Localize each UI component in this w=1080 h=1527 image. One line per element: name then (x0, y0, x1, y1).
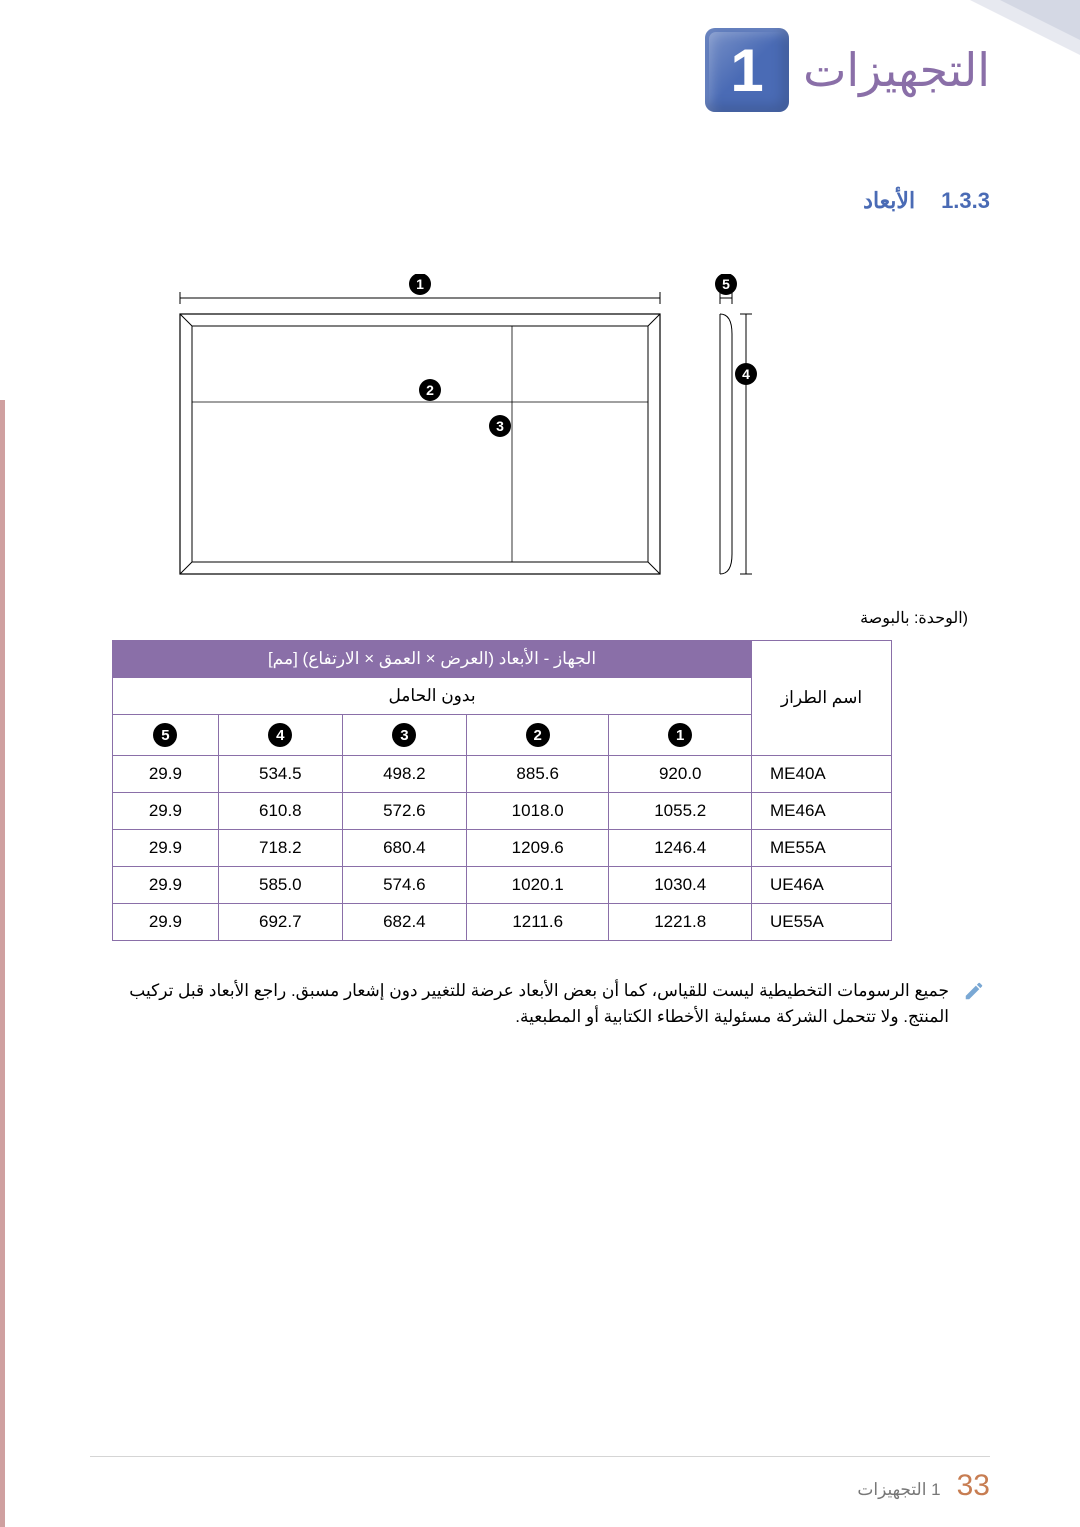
note-block: جميع الرسومات التخطيطية ليست للقياس، كما… (95, 978, 985, 1031)
svg-text:4: 4 (742, 366, 750, 382)
section-number: 1.3.3 (941, 188, 990, 214)
table-cell: 680.4 (342, 830, 466, 867)
table-cell: 1055.2 (609, 793, 752, 830)
table-cell: 610.8 (218, 793, 342, 830)
table-cell: 574.6 (342, 867, 466, 904)
table-cell: 572.6 (342, 793, 466, 830)
footer-page-number: 33 (957, 1469, 990, 1503)
corner-decoration-inner (1000, 0, 1080, 40)
dimensions-table: اسم الطراز الجهاز - الأبعاد (العرض × الع… (112, 640, 892, 941)
table-cell-model: ME40A (752, 756, 892, 793)
table-cell: 1018.0 (466, 793, 609, 830)
section-title: الأبعاد (863, 188, 915, 214)
table-row: ME46A1055.21018.0572.6610.829.9 (113, 793, 892, 830)
table-col-2: 2 (466, 715, 609, 756)
table-cell: 534.5 (218, 756, 342, 793)
svg-text:5: 5 (722, 276, 730, 292)
pencil-icon (963, 980, 985, 1002)
note-text: جميع الرسومات التخطيطية ليست للقياس، كما… (95, 978, 949, 1031)
chapter-title: التجهيزات (803, 43, 990, 97)
table-cell-model: ME55A (752, 830, 892, 867)
table-col-5: 5 (113, 715, 219, 756)
table-cell: 1221.8 (609, 904, 752, 941)
table-cell: 29.9 (113, 830, 219, 867)
footer-chapter-text: 1 التجهيزات (857, 1480, 940, 1500)
table-col-3: 3 (342, 715, 466, 756)
table-cell: 1209.6 (466, 830, 609, 867)
table-cell: 692.7 (218, 904, 342, 941)
section-heading: 1.3.3 الأبعاد (863, 188, 990, 214)
chapter-header: التجهيزات 1 (705, 28, 990, 112)
table-cell: 885.6 (466, 756, 609, 793)
svg-text:2: 2 (426, 382, 434, 398)
table-main-header: الجهاز - الأبعاد (العرض × العمق × الارتف… (113, 641, 752, 678)
table-row: UE46A1030.41020.1574.6585.029.9 (113, 867, 892, 904)
table-cell: 29.9 (113, 756, 219, 793)
table-cell: 29.9 (113, 904, 219, 941)
table-cell: 1211.6 (466, 904, 609, 941)
table-cell-model: ME46A (752, 793, 892, 830)
left-accent-bar (0, 400, 5, 1527)
svg-text:3: 3 (496, 418, 504, 434)
table-cell: 498.2 (342, 756, 466, 793)
table-cell: 682.4 (342, 904, 466, 941)
page-footer: 33 1 التجهيزات (857, 1469, 990, 1503)
footer-divider (90, 1456, 990, 1457)
svg-text:1: 1 (416, 276, 424, 292)
table-cell: 29.9 (113, 793, 219, 830)
table-model-header: اسم الطراز (752, 641, 892, 756)
table-sub-header: بدون الحامل (113, 678, 752, 715)
table-row: UE55A1221.81211.6682.4692.729.9 (113, 904, 892, 941)
table-cell: 29.9 (113, 867, 219, 904)
chapter-number: 1 (730, 36, 763, 105)
table-cell: 585.0 (218, 867, 342, 904)
chapter-number-badge: 1 (705, 28, 789, 112)
table-cell: 1246.4 (609, 830, 752, 867)
table-col-1: 1 (609, 715, 752, 756)
table-row: ME40A920.0885.6498.2534.529.9 (113, 756, 892, 793)
table-cell: 1020.1 (466, 867, 609, 904)
table-cell: 1030.4 (609, 867, 752, 904)
table-cell-model: UE46A (752, 867, 892, 904)
table-col-4: 4 (218, 715, 342, 756)
table-cell: 718.2 (218, 830, 342, 867)
dimensions-diagram: 1 2 3 5 (140, 274, 840, 594)
table-cell: 920.0 (609, 756, 752, 793)
table-cell-model: UE55A (752, 904, 892, 941)
unit-label: (الوحدة: بالبوصة (860, 608, 968, 628)
table-row: ME55A1246.41209.6680.4718.229.9 (113, 830, 892, 867)
